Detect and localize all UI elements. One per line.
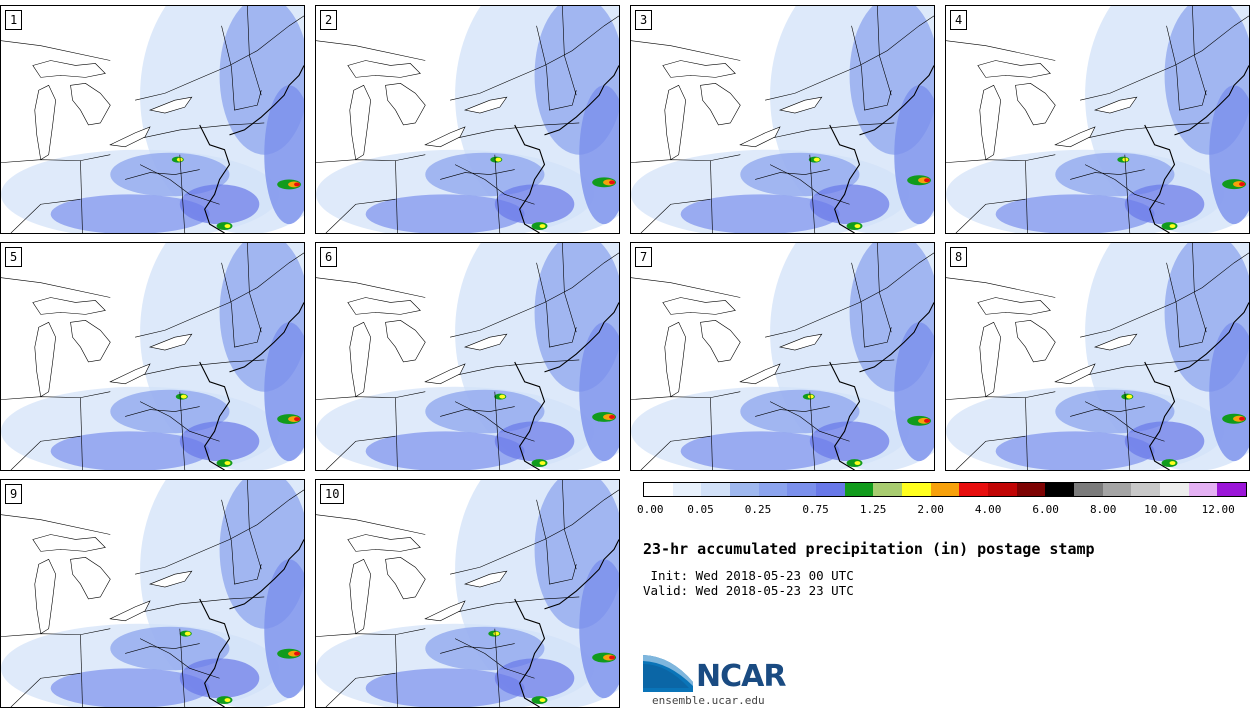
colorbar-swatch (1045, 483, 1075, 496)
colorbar-tick-label: 0.25 (744, 503, 772, 516)
precip-field (316, 480, 619, 707)
panel-member-label: 2 (320, 10, 338, 30)
map-boundaries (316, 243, 619, 470)
precip-map (946, 243, 1249, 470)
colorbar-swatch (1074, 483, 1103, 496)
map-boundaries (1, 6, 304, 233)
colorbar-swatch (844, 483, 874, 496)
precip-colorbar (643, 482, 1247, 497)
panel-member-label: 3 (635, 10, 653, 30)
map-panel: 10 (315, 479, 620, 708)
map-boundaries (631, 243, 934, 470)
colorbar-swatch (959, 483, 989, 496)
colorbar-swatch (1217, 483, 1247, 496)
map-boundaries (946, 6, 1249, 233)
panel-member-label: 9 (5, 484, 23, 504)
precip-map (1, 243, 304, 470)
panel-member-label: 8 (950, 247, 968, 267)
map-boundaries (316, 6, 619, 233)
colorbar-swatch (902, 483, 931, 496)
colorbar-swatch (816, 483, 845, 496)
panel-member-label: 1 (5, 10, 23, 30)
panel-member-label: 5 (5, 247, 23, 267)
precip-field (316, 6, 619, 233)
colorbar-swatch (1131, 483, 1161, 496)
ncar-logo-icon (643, 655, 693, 692)
panel-member-label: 4 (950, 10, 968, 30)
colorbar-swatch (930, 483, 960, 496)
map-panel: 2 (315, 5, 620, 234)
colorbar-swatch (1102, 483, 1132, 496)
colorbar-tick-label: 0.05 (687, 503, 714, 516)
panel-member-label: 6 (320, 247, 338, 267)
colorbar-tick-label: 6.00 (1032, 503, 1059, 516)
map-panel: 7 (630, 242, 935, 471)
precip-map (1, 480, 304, 707)
colorbar-tick-label: 0.75 (802, 503, 829, 516)
colorbar-swatch (1016, 483, 1046, 496)
map-panel: 1 (0, 5, 305, 234)
logo-url: ensemble.ucar.edu (652, 694, 765, 707)
colorbar-swatch (988, 483, 1017, 496)
map-boundaries (946, 243, 1249, 470)
precip-map (946, 6, 1249, 233)
logo-wordmark: NCAR (696, 659, 786, 694)
precip-field (631, 243, 934, 470)
precip-map (316, 480, 619, 707)
panel-member-label: 7 (635, 247, 653, 267)
colorbar-swatch (787, 483, 817, 496)
panel-member-label: 10 (320, 484, 345, 504)
precip-map (316, 243, 619, 470)
colorbar-tick-label: 8.00 (1089, 503, 1117, 516)
map-panel: 4 (945, 5, 1250, 234)
colorbar-tick-label: 0.00 (637, 503, 664, 516)
colorbar-swatch (644, 483, 673, 496)
map-panel: 5 (0, 242, 305, 471)
map-panel: 3 (630, 5, 935, 234)
map-boundaries (631, 6, 934, 233)
precip-field (946, 243, 1249, 470)
figure-title: 23-hr accumulated precipitation (in) pos… (643, 540, 1095, 558)
precip-field (1, 480, 304, 707)
precip-map (1, 6, 304, 233)
precip-map (316, 6, 619, 233)
precip-map (631, 6, 934, 233)
colorbar-tick-label: 12.00 (1201, 503, 1235, 516)
colorbar-ticks: 0.00 0.05 0.25 0.75 1.25 2.00 4.00 6.00 8.00 10.0… (637, 503, 1247, 517)
map-panel: 8 (945, 242, 1250, 471)
colorbar-swatch (1188, 483, 1218, 496)
colorbar-swatch (758, 483, 788, 496)
precip-map (631, 243, 934, 470)
map-panel: 9 (0, 479, 305, 708)
colorbar-swatch (1160, 483, 1189, 496)
colorbar-tick-label: 10.00 (1144, 503, 1178, 516)
colorbar-tick-label: 4.00 (974, 503, 1002, 516)
map-boundaries (1, 480, 304, 707)
init-time: Init: Wed 2018-05-23 00 UTC (643, 568, 854, 583)
colorbar-tick-label: 1.25 (859, 503, 887, 516)
precip-field (1, 243, 304, 470)
valid-time: Valid: Wed 2018-05-23 23 UTC (643, 583, 854, 598)
colorbar-swatch (701, 483, 731, 496)
map-boundaries (1, 243, 304, 470)
colorbar-swatch (672, 483, 702, 496)
map-panel: 6 (315, 242, 620, 471)
colorbar-tick-label: 2.00 (917, 503, 944, 516)
colorbar-swatch (873, 483, 903, 496)
colorbar-swatch (730, 483, 759, 496)
map-boundaries (316, 480, 619, 707)
